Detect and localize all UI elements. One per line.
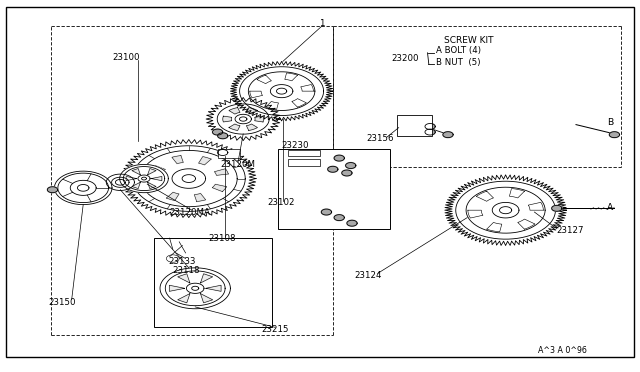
- Polygon shape: [328, 166, 338, 172]
- Polygon shape: [609, 132, 620, 138]
- Polygon shape: [195, 193, 205, 202]
- Polygon shape: [214, 169, 228, 175]
- Polygon shape: [132, 182, 140, 189]
- Polygon shape: [443, 132, 453, 138]
- Bar: [278, 149, 390, 229]
- Text: B: B: [607, 118, 614, 126]
- Polygon shape: [77, 185, 89, 191]
- Polygon shape: [445, 175, 566, 246]
- Text: 23118: 23118: [173, 266, 200, 275]
- Polygon shape: [334, 155, 344, 161]
- Polygon shape: [200, 294, 212, 303]
- Bar: [288, 159, 320, 166]
- Text: 23200: 23200: [392, 54, 419, 63]
- Polygon shape: [425, 129, 435, 135]
- Polygon shape: [178, 294, 190, 303]
- Text: 23124: 23124: [354, 271, 381, 280]
- Polygon shape: [106, 174, 134, 190]
- Text: 23156: 23156: [366, 134, 394, 143]
- Polygon shape: [425, 124, 435, 129]
- Text: 23230: 23230: [282, 141, 309, 150]
- Polygon shape: [149, 182, 163, 188]
- Polygon shape: [198, 157, 211, 165]
- Polygon shape: [342, 170, 352, 176]
- Polygon shape: [192, 286, 198, 290]
- Polygon shape: [230, 61, 333, 121]
- Polygon shape: [126, 176, 137, 181]
- Bar: [154, 238, 272, 327]
- Text: 23108: 23108: [209, 234, 236, 243]
- Polygon shape: [346, 163, 356, 169]
- Polygon shape: [115, 179, 125, 185]
- Text: A^3 A 0^96: A^3 A 0^96: [538, 346, 586, 355]
- Text: B NUT  (5): B NUT (5): [436, 58, 481, 67]
- Polygon shape: [229, 108, 240, 114]
- Polygon shape: [166, 192, 179, 201]
- Polygon shape: [218, 133, 228, 139]
- Text: A BOLT (4): A BOLT (4): [436, 46, 481, 55]
- Polygon shape: [172, 155, 183, 164]
- Polygon shape: [182, 175, 196, 182]
- Polygon shape: [246, 124, 257, 131]
- Polygon shape: [500, 207, 512, 214]
- Polygon shape: [218, 150, 228, 155]
- Polygon shape: [321, 209, 332, 215]
- Polygon shape: [223, 116, 232, 122]
- Bar: [288, 150, 320, 156]
- Text: 23150: 23150: [48, 298, 76, 307]
- Polygon shape: [141, 177, 147, 180]
- Polygon shape: [239, 117, 247, 121]
- Polygon shape: [206, 97, 280, 141]
- Bar: [397, 115, 432, 136]
- Polygon shape: [255, 116, 264, 122]
- Polygon shape: [552, 205, 562, 211]
- Polygon shape: [132, 169, 140, 175]
- Polygon shape: [206, 285, 221, 291]
- Polygon shape: [148, 169, 156, 175]
- Polygon shape: [151, 166, 165, 173]
- Polygon shape: [229, 124, 240, 131]
- Polygon shape: [246, 108, 257, 114]
- Polygon shape: [276, 88, 287, 94]
- Text: 1: 1: [319, 19, 325, 28]
- Polygon shape: [151, 176, 162, 181]
- Text: 23120MA: 23120MA: [170, 208, 211, 217]
- Bar: [218, 149, 240, 158]
- Text: 23133: 23133: [168, 257, 196, 266]
- Text: 23102: 23102: [268, 198, 295, 207]
- Text: SCREW KIT: SCREW KIT: [444, 36, 493, 45]
- Polygon shape: [148, 182, 156, 189]
- Polygon shape: [334, 215, 344, 221]
- Polygon shape: [122, 140, 256, 218]
- Polygon shape: [212, 184, 227, 192]
- Polygon shape: [200, 274, 212, 283]
- Polygon shape: [120, 164, 168, 193]
- Polygon shape: [160, 268, 230, 309]
- Text: 23100: 23100: [112, 53, 140, 62]
- Polygon shape: [178, 274, 190, 283]
- Text: 23215: 23215: [261, 326, 289, 334]
- Polygon shape: [47, 187, 58, 193]
- Polygon shape: [54, 171, 112, 205]
- Text: 23120M: 23120M: [221, 160, 256, 169]
- Polygon shape: [212, 129, 223, 135]
- Text: A: A: [607, 203, 614, 212]
- Text: 23127: 23127: [557, 226, 584, 235]
- Polygon shape: [170, 285, 184, 291]
- Polygon shape: [347, 220, 357, 226]
